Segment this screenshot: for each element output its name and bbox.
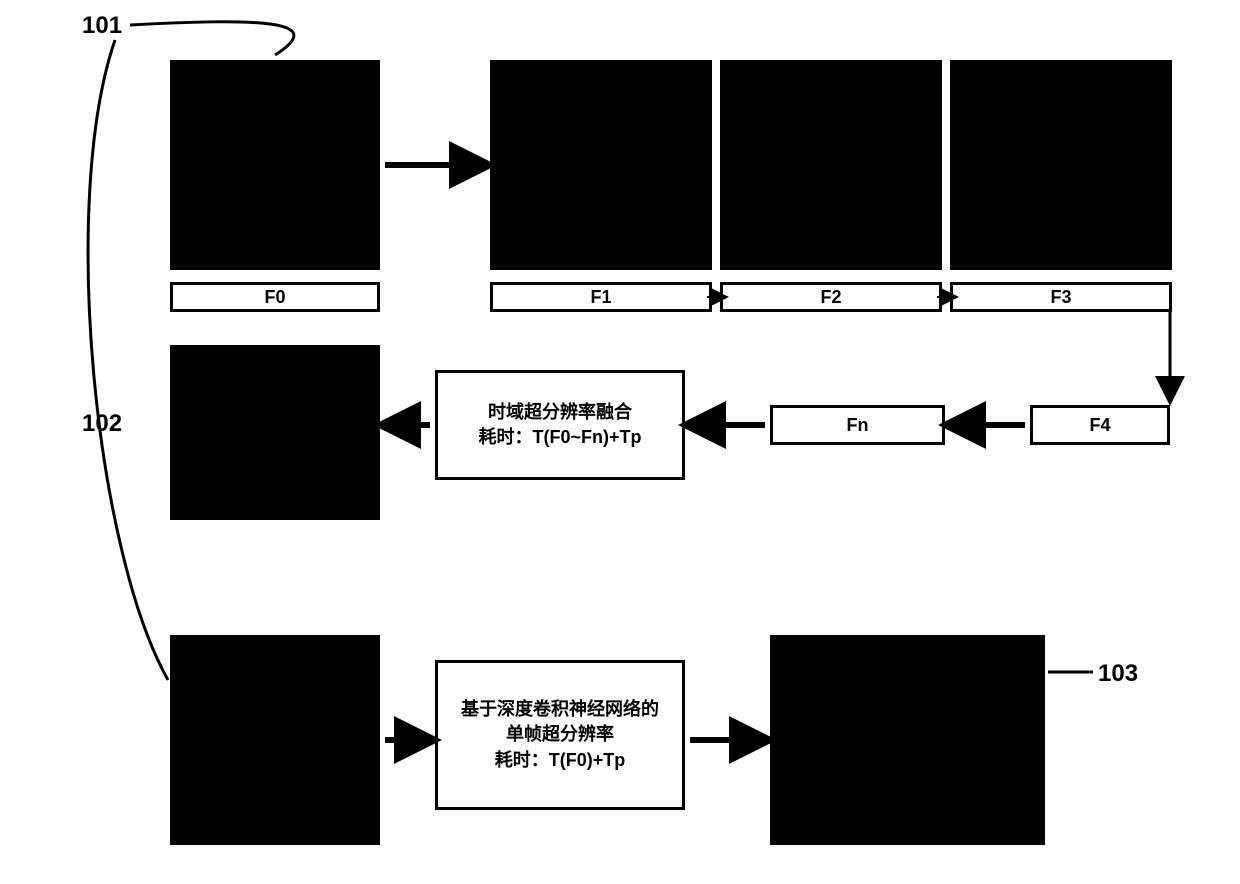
cnn-line3: 耗时：T(F0)+Tp <box>461 748 659 773</box>
callout-102: 102 <box>82 410 122 438</box>
frame-block-F3 <box>950 60 1172 270</box>
fusion-line1: 时域超分辨率融合 <box>479 400 642 425</box>
fusion-line2: 耗时：T(F0~Fn)+Tp <box>479 425 642 450</box>
frame-block-F1 <box>490 60 712 270</box>
frame-block-F0 <box>170 60 380 270</box>
callout-101: 101 <box>82 12 122 40</box>
cnn-line2: 单帧超分辨率 <box>461 722 659 747</box>
label-F2: F2 <box>720 282 942 312</box>
cnn-line1: 基于深度卷积神经网络的 <box>461 697 659 722</box>
label-F4: F4 <box>1030 405 1170 445</box>
cnn-box: 基于深度卷积神经网络的 单帧超分辨率 耗时：T(F0)+Tp <box>435 660 685 810</box>
diagram-stage: 101 102 103 F0 F1 F2 F3 时域超分辨率融合 耗时：T(F0… <box>0 0 1240 884</box>
label-F3: F3 <box>950 282 1172 312</box>
label-F0: F0 <box>170 282 380 312</box>
cnn-input-block <box>170 635 380 845</box>
frame-block-F2 <box>720 60 942 270</box>
fusion-output-block <box>170 345 380 520</box>
callout-103: 103 <box>1098 660 1138 688</box>
fusion-box: 时域超分辨率融合 耗时：T(F0~Fn)+Tp <box>435 370 685 480</box>
cnn-output-block <box>770 635 1045 845</box>
label-Fn: Fn <box>770 405 945 445</box>
label-F1: F1 <box>490 282 712 312</box>
